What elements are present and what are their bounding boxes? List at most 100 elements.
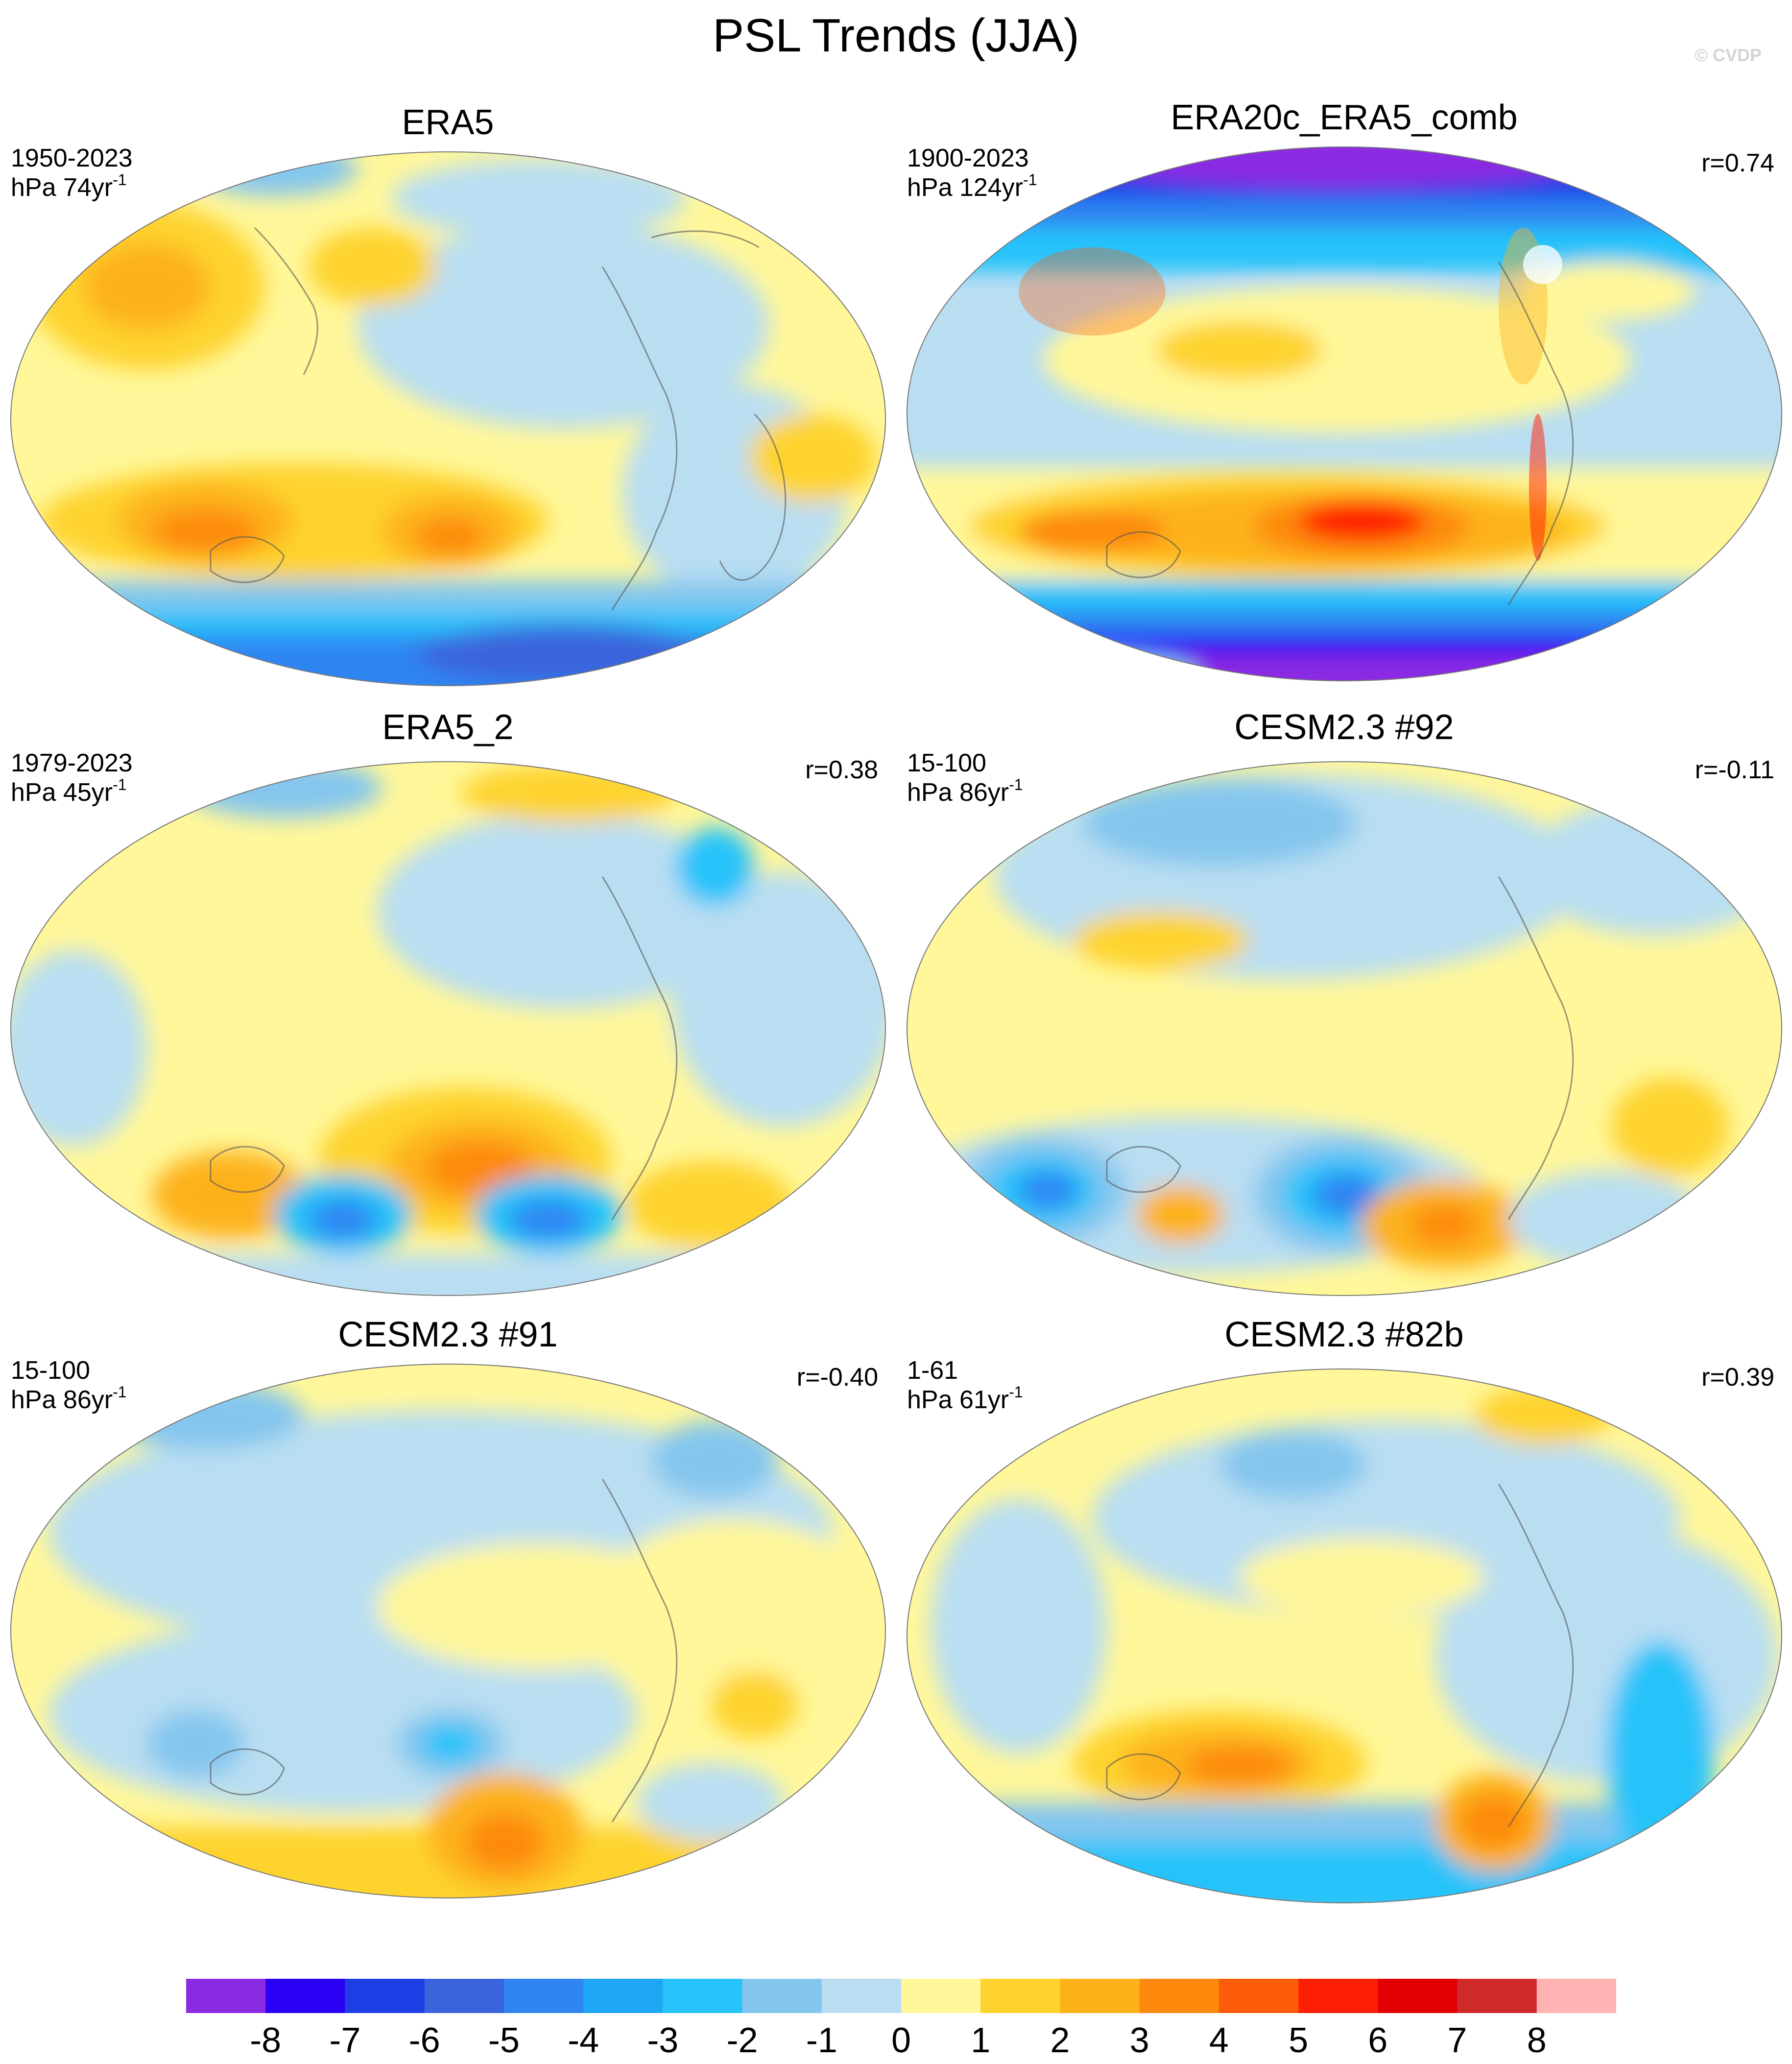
panel-title: CESM2.3 #82b xyxy=(1224,1315,1464,1354)
colorbar-swatch xyxy=(1457,1979,1537,2013)
colorbar-tick-label: 5 xyxy=(1289,2021,1308,2060)
trend-region-orange xyxy=(627,1161,793,1249)
panel-period: 15-100 xyxy=(11,1356,90,1385)
map-panel-era20c-era5-comb: ERA20c_ERA5_comb xyxy=(896,96,1792,703)
trend-region-orange xyxy=(1136,1185,1224,1244)
colorbar-tick-label: 7 xyxy=(1448,2021,1467,2060)
colorbar-tick-label: -1 xyxy=(806,2021,837,2060)
panel-units: hPa 86yr-1 xyxy=(907,776,1023,807)
trend-region-purple xyxy=(1082,147,1592,189)
coastlines xyxy=(210,1479,678,1823)
trend-region-blue xyxy=(309,1200,377,1239)
trend-region-lightblue xyxy=(377,813,749,1009)
map-canvas xyxy=(907,761,1782,1296)
colorbar-swatch xyxy=(186,1979,266,2013)
map-border xyxy=(10,1364,886,1898)
trend-region-lightblue xyxy=(358,223,769,429)
trend-region-yellow xyxy=(1239,1538,1484,1616)
trend-region-blue xyxy=(651,1420,779,1499)
trend-region-yellow xyxy=(1043,287,1631,433)
map-border xyxy=(907,146,1782,681)
trend-region-orange xyxy=(1518,262,1695,321)
colorbar-tick-label: -8 xyxy=(250,2021,281,2060)
trend-region-yellow xyxy=(597,1518,872,1695)
panel-units: hPa 61yr-1 xyxy=(907,1383,1023,1414)
trend-region-blue xyxy=(1082,779,1357,867)
trend-region-blue xyxy=(1219,1430,1366,1499)
panel-units: hPa 45yr-1 xyxy=(11,776,127,807)
map-canvas xyxy=(10,151,886,686)
trend-region-lightblue xyxy=(931,1499,1107,1753)
colorbar-swatch xyxy=(345,1979,425,2013)
trend-region-orange xyxy=(1185,1746,1293,1785)
coastlines xyxy=(1106,262,1574,605)
trend-region-blue xyxy=(1606,1641,1714,1866)
panel-units: hPa 86yr-1 xyxy=(11,1383,127,1414)
copyright-label: © CVDP xyxy=(1695,45,1762,65)
panel-correlation: r=0.74 xyxy=(1701,149,1774,177)
map-canvas xyxy=(907,1368,1782,1903)
colorbar-labels: -8 -7 -6 -5 -4 -3 -2 -1 0 1 2 3 4 5 6 7 8 xyxy=(250,2021,1547,2060)
trend-region-orange xyxy=(1410,1205,1479,1244)
colorbar-swatch xyxy=(821,1979,902,2013)
colorbar-tick-label: -3 xyxy=(647,2021,678,2060)
trend-region-blue xyxy=(1019,1172,1077,1209)
colorbar-boxes xyxy=(186,1979,1616,2013)
coastlines xyxy=(210,227,787,610)
colorbar-swatch xyxy=(1298,1979,1378,2013)
panel-title: CESM2.3 #92 xyxy=(1234,708,1454,747)
trend-region-lightblue xyxy=(1004,651,1200,681)
colorbar-tick-label: -7 xyxy=(329,2021,360,2060)
colorbar-swatch xyxy=(742,1979,822,2013)
panel-period: 1950-2023 xyxy=(11,144,133,172)
panel-correlation: r=-0.11 xyxy=(1695,756,1774,784)
panel-period: 15-100 xyxy=(907,749,986,777)
colorbar-tick-label: 4 xyxy=(1209,2021,1229,2060)
trend-region-lightblue xyxy=(1508,1171,1704,1269)
trend-region-orange xyxy=(1156,321,1322,380)
trend-region-red xyxy=(1298,503,1425,540)
colorbar-tick-label: -4 xyxy=(568,2021,599,2060)
colorbar-tick-label: 3 xyxy=(1130,2021,1149,2060)
panel-title: CESM2.3 #91 xyxy=(338,1315,558,1354)
colorbar-tick-label: -2 xyxy=(727,2021,758,2060)
colorbar-swatch xyxy=(424,1979,504,2013)
colorbar-swatch xyxy=(901,1979,981,2013)
coastlines xyxy=(1106,876,1574,1220)
trend-region-orange xyxy=(710,1670,798,1739)
trend-region-lightblue xyxy=(637,1763,784,1842)
trend-region-orange xyxy=(1073,911,1249,970)
map-panel-era5-2: ERA5_2 xyxy=(0,705,896,1313)
panel-title: ERA5 xyxy=(402,103,494,142)
trend-region-orange xyxy=(426,1141,534,1195)
trend-region-purple xyxy=(907,654,1782,681)
colorbar-tick-label: 6 xyxy=(1368,2021,1387,2060)
panel-period: 1979-2023 xyxy=(11,749,133,777)
colorbar-tick-label: 1 xyxy=(971,2021,990,2060)
map-border xyxy=(907,1368,1782,1903)
map-border xyxy=(10,151,886,686)
trend-region-blue xyxy=(907,1842,1782,1903)
trend-region-orange xyxy=(416,518,485,555)
map-canvas xyxy=(10,761,886,1296)
trend-region-orange xyxy=(1611,1078,1729,1176)
trend-region-orange xyxy=(152,509,260,553)
panel-units: hPa 124yr-1 xyxy=(907,171,1037,202)
trend-region-lightblue xyxy=(392,159,686,238)
coastlines xyxy=(1106,1484,1574,1827)
map-panel-cesm2-3-82b: CESM2.3 #82b xyxy=(896,1313,1792,1920)
trend-region-blue xyxy=(421,1725,480,1762)
trend-region-lightblue xyxy=(1528,798,1782,936)
map-panel-cesm2-3-91: CESM2.3 #91 xyxy=(0,1313,896,1920)
map-canvas xyxy=(907,146,1782,681)
orography-noise xyxy=(1019,228,1562,561)
coastlines xyxy=(210,876,678,1220)
panel-period: 1-61 xyxy=(907,1356,958,1385)
panel-correlation: r=0.38 xyxy=(805,756,878,784)
colorbar-tick-label: -6 xyxy=(409,2021,440,2060)
colorbar-swatch xyxy=(980,1979,1060,2013)
map-canvas xyxy=(10,1364,886,1898)
trend-region-lightblue xyxy=(11,1254,885,1296)
trend-region-lightblue xyxy=(1435,1528,1778,1783)
trend-region-orange xyxy=(465,1812,544,1871)
